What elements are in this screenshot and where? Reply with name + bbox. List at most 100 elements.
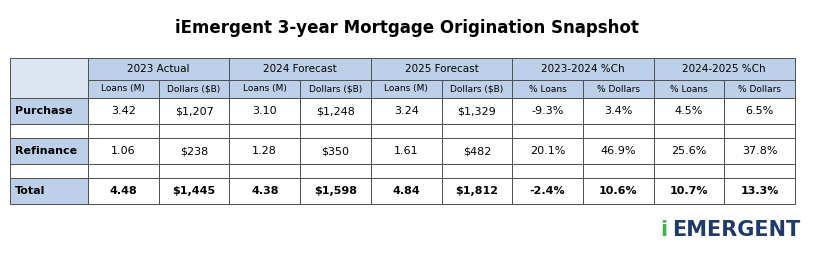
Text: 4.5%: 4.5% (675, 106, 703, 116)
Bar (300, 138, 371, 164)
Bar (10, 138, 88, 164)
Bar (10, 178, 88, 204)
Bar (159, 80, 229, 98)
Text: 4.38: 4.38 (251, 186, 279, 196)
Bar (371, 124, 441, 138)
Bar (229, 58, 371, 80)
Text: $1,445: $1,445 (172, 186, 215, 196)
Bar (88, 164, 159, 178)
Text: 3.4%: 3.4% (604, 106, 633, 116)
Text: Dollars ($B): Dollars ($B) (450, 84, 503, 93)
Text: Refinance: Refinance (15, 146, 77, 156)
Bar (229, 164, 300, 178)
Text: 25.6%: 25.6% (672, 146, 706, 156)
Bar (512, 178, 583, 204)
Text: 3.42: 3.42 (111, 106, 136, 116)
Bar (441, 98, 512, 124)
Text: % Dollars: % Dollars (597, 84, 640, 93)
Text: $1,248: $1,248 (316, 106, 355, 116)
Bar (583, 138, 654, 164)
Bar (229, 124, 300, 138)
Bar (654, 124, 724, 138)
Text: $1,329: $1,329 (458, 106, 496, 116)
Text: 4.84: 4.84 (393, 186, 420, 196)
Text: 37.8%: 37.8% (742, 146, 777, 156)
Bar (654, 178, 724, 204)
Text: 2023 Actual: 2023 Actual (128, 64, 190, 74)
Text: $238: $238 (180, 146, 208, 156)
Bar (10, 58, 88, 98)
Bar (654, 58, 795, 80)
Bar (371, 164, 441, 178)
Text: i: i (660, 220, 667, 240)
Text: -2.4%: -2.4% (530, 186, 565, 196)
Text: $1,812: $1,812 (455, 186, 498, 196)
Text: % Loans: % Loans (670, 84, 708, 93)
Bar (88, 98, 159, 124)
Text: $482: $482 (463, 146, 491, 156)
Bar (371, 58, 512, 80)
Bar (724, 138, 795, 164)
Bar (10, 164, 88, 178)
Text: 3.24: 3.24 (393, 106, 419, 116)
Bar (441, 138, 512, 164)
Text: % Loans: % Loans (528, 84, 567, 93)
Bar (300, 124, 371, 138)
Bar (88, 124, 159, 138)
Text: 1.61: 1.61 (393, 146, 419, 156)
Bar (88, 80, 159, 98)
Bar (583, 80, 654, 98)
Text: 2025 Forecast: 2025 Forecast (405, 64, 478, 74)
Bar (159, 98, 229, 124)
Bar (512, 124, 583, 138)
Bar (10, 98, 88, 124)
Bar (371, 98, 441, 124)
Bar (512, 138, 583, 164)
Bar (441, 178, 512, 204)
Bar (371, 138, 441, 164)
Bar (371, 178, 441, 204)
Bar (159, 124, 229, 138)
Bar (300, 98, 371, 124)
Bar (724, 124, 795, 138)
Bar (724, 80, 795, 98)
Text: 3.10: 3.10 (253, 106, 277, 116)
Bar (159, 138, 229, 164)
Bar (88, 58, 229, 80)
Text: Loans (M): Loans (M) (385, 84, 428, 93)
Bar (724, 178, 795, 204)
Text: $1,598: $1,598 (314, 186, 357, 196)
Text: 6.5%: 6.5% (746, 106, 774, 116)
Text: Dollars ($B): Dollars ($B) (167, 84, 220, 93)
Bar (159, 178, 229, 204)
Text: 2023-2024 %Ch: 2023-2024 %Ch (541, 64, 624, 74)
Bar (654, 80, 724, 98)
Bar (88, 138, 159, 164)
Bar (654, 164, 724, 178)
Bar (229, 178, 300, 204)
Text: 10.6%: 10.6% (599, 186, 637, 196)
Text: 46.9%: 46.9% (601, 146, 636, 156)
Bar (229, 138, 300, 164)
Bar (10, 124, 88, 138)
Text: 10.7%: 10.7% (670, 186, 708, 196)
Bar (583, 124, 654, 138)
Text: 13.3%: 13.3% (741, 186, 779, 196)
Text: $1,207: $1,207 (175, 106, 214, 116)
Bar (724, 98, 795, 124)
Bar (512, 58, 654, 80)
Text: Loans (M): Loans (M) (102, 84, 146, 93)
Bar (300, 178, 371, 204)
Bar (300, 164, 371, 178)
Text: Dollars ($B): Dollars ($B) (309, 84, 362, 93)
Text: Total: Total (15, 186, 46, 196)
Text: 1.28: 1.28 (252, 146, 277, 156)
Bar (159, 164, 229, 178)
Bar (441, 124, 512, 138)
Text: EMERGENT: EMERGENT (672, 220, 800, 240)
Text: 2024 Forecast: 2024 Forecast (263, 64, 337, 74)
Text: 20.1%: 20.1% (530, 146, 565, 156)
Bar (583, 178, 654, 204)
Bar (654, 98, 724, 124)
Bar (229, 80, 300, 98)
